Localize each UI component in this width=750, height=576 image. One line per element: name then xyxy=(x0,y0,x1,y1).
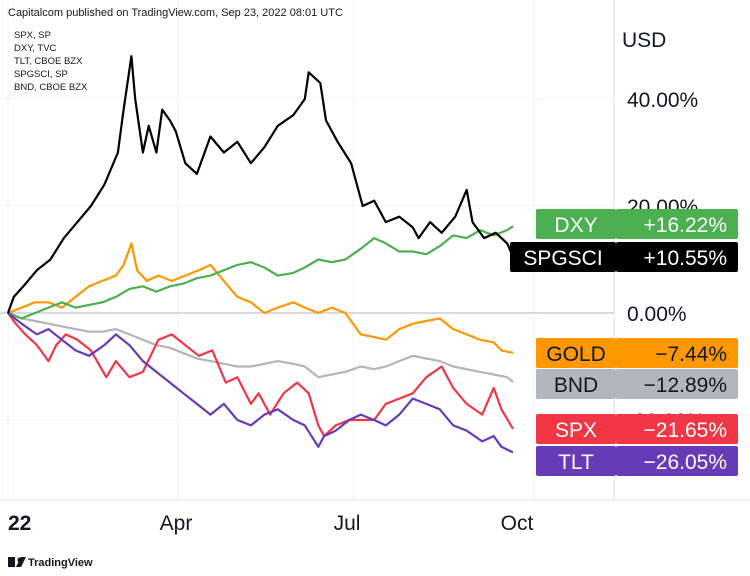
y-tick-label: 40.00% xyxy=(627,89,698,112)
series-line-gold xyxy=(7,242,514,354)
series-line-dxy xyxy=(7,225,514,320)
badge-name-gold xyxy=(536,338,616,368)
legend-symbol: SPX, SP xyxy=(14,30,51,41)
badge-name-label: SPX xyxy=(555,419,597,442)
series-line-bnd xyxy=(7,311,514,383)
badge-name-spx xyxy=(536,414,616,444)
x-tick-label: Apr xyxy=(160,512,193,535)
badge-value-dxy xyxy=(616,209,738,239)
legend-symbol: TLT, CBOE BZX xyxy=(14,56,83,67)
x-tick-label: 22 xyxy=(8,512,31,535)
last-value-badges: DXY +16.22% SPGSCI +10.55% GOLD −7.44% BND −12.… xyxy=(510,209,738,476)
badge-value-gold xyxy=(616,338,738,368)
badge-name-label: SPGSCI xyxy=(523,247,602,270)
legend-symbol: SPGSCI, SP xyxy=(14,69,68,80)
chart-header: Capitalcom published on TradingView.com,… xyxy=(8,7,343,93)
badge-name-label: DXY xyxy=(554,214,597,237)
series-lines xyxy=(6,55,515,454)
badge-value-label: +10.55% xyxy=(644,247,728,270)
badge-name-label: GOLD xyxy=(546,343,606,366)
badge-value-spx xyxy=(616,414,738,444)
badge-name-spgsci xyxy=(510,242,616,272)
badge-value-label: −26.05% xyxy=(644,451,728,474)
badge-value-label: +16.22% xyxy=(644,214,728,237)
y-tick-label: 0.00% xyxy=(627,303,687,326)
badge-value-tlt xyxy=(616,446,738,476)
x-tick-label: Jul xyxy=(334,512,361,535)
grid xyxy=(0,0,750,501)
series-line-spgsci xyxy=(6,55,515,314)
badge-value-label: −12.89% xyxy=(644,374,728,397)
badge-name-bnd xyxy=(536,369,616,399)
badge-value-label: −7.44% xyxy=(655,343,727,366)
badge-name-tlt xyxy=(536,446,616,476)
published-text: Capitalcom published on TradingView.com,… xyxy=(8,7,343,19)
tradingview-logo-icon xyxy=(8,557,26,567)
tradingview-brand: TradingView xyxy=(28,557,93,569)
badge-value-spgsci xyxy=(616,242,738,272)
badge-name-dxy xyxy=(536,209,616,239)
x-tick-label: Oct xyxy=(501,512,534,535)
badge-name-label: BND xyxy=(554,374,598,397)
badge-value-bnd xyxy=(616,369,738,399)
time-scale[interactable]: 22 Apr Jul Oct xyxy=(8,512,533,535)
series-line-tlt xyxy=(7,312,514,454)
badge-name-label: TLT xyxy=(558,451,594,474)
badge-value-label: −21.65% xyxy=(644,419,728,442)
series-line-spx xyxy=(7,312,514,438)
currency-label: USD xyxy=(622,29,666,52)
footer[interactable]: TradingView xyxy=(8,557,93,569)
legend-symbol: BND, CBOE BZX xyxy=(14,82,88,93)
legend-symbol: DXY, TVC xyxy=(14,43,57,54)
